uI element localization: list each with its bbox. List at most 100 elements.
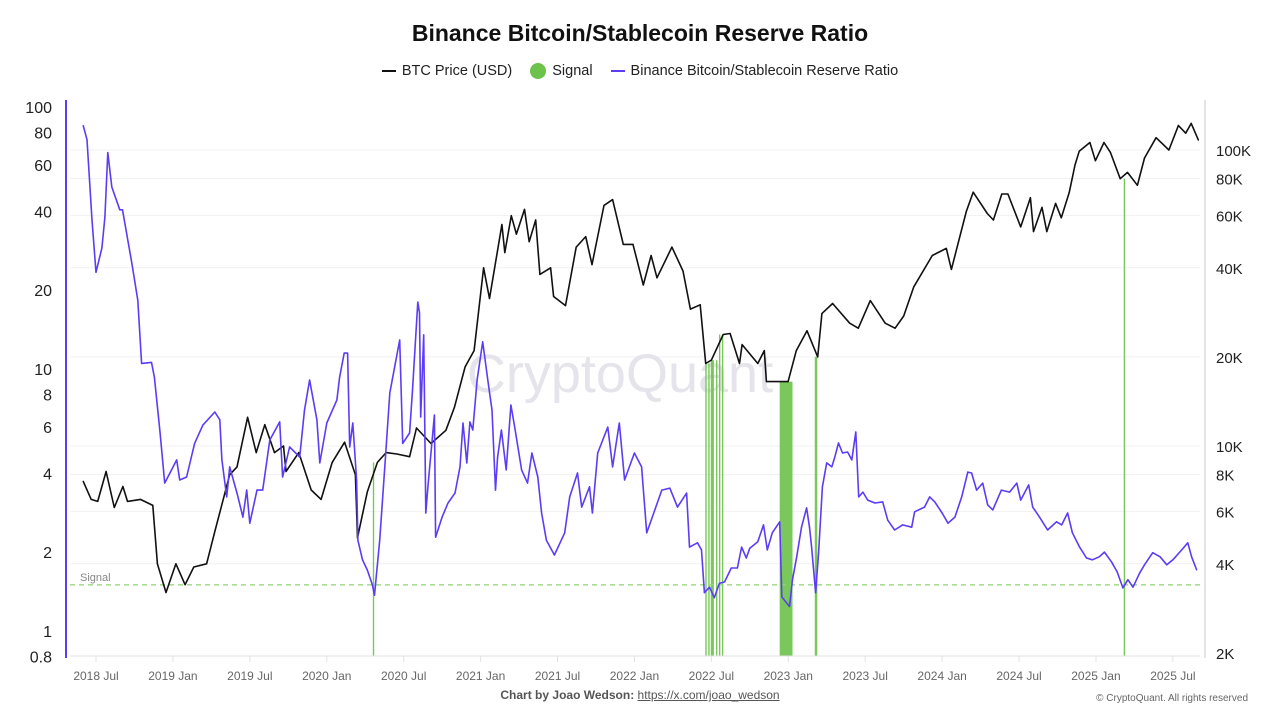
reserve-ratio-point	[730, 567, 732, 569]
legend-item-signal[interactable]: Signal	[530, 63, 593, 79]
reserve-ratio-point	[101, 247, 103, 249]
reserve-ratio-point	[1191, 556, 1193, 558]
reserve-ratio-point	[1152, 552, 1154, 554]
reserve-ratio-point	[427, 486, 429, 488]
btc-price-point	[738, 362, 741, 365]
btc-price-point	[1074, 164, 1076, 166]
btc-price-point	[682, 270, 684, 272]
right-axis-tick-label: 100K	[1216, 143, 1251, 160]
line-swatch-icon	[381, 70, 396, 72]
x-axis-tick-label: 2018 Jul	[73, 669, 118, 683]
reserve-ratio-point	[805, 507, 808, 509]
reserve-ratio-point	[676, 506, 679, 508]
reserve-ratio-point	[514, 426, 516, 428]
reserve-ratio-point	[469, 421, 471, 423]
reserve-ratio-point	[423, 334, 425, 336]
reserve-ratio-point	[219, 419, 221, 421]
reserve-ratio-point	[923, 506, 926, 508]
reserve-ratio-point	[366, 569, 368, 571]
legend-item-btc-price[interactable]: BTC Price (USD)	[381, 63, 513, 79]
reserve-ratio-point	[288, 446, 291, 448]
legend-label: Signal	[552, 63, 593, 79]
reserve-ratio-point	[1196, 569, 1198, 571]
left-axis-tick-label: 60	[34, 158, 52, 175]
reserve-ratio-point	[1091, 559, 1094, 561]
reserve-ratio-point	[1187, 542, 1189, 544]
right-axis-tick-label: 4K	[1216, 557, 1234, 574]
reserve-ratio-point	[708, 586, 711, 588]
btc-price-point	[310, 489, 312, 491]
reserve-ratio-point	[757, 541, 759, 543]
reserve-ratio-point	[703, 592, 706, 594]
reserve-ratio-point	[308, 379, 311, 381]
left-axis-tick-label: 1	[43, 624, 52, 641]
btc-price-point	[445, 429, 447, 431]
btc-price-point	[699, 304, 701, 306]
reserve-ratio-point	[249, 522, 251, 524]
reserve-ratio-point	[150, 361, 153, 363]
reserve-ratio-point	[779, 521, 781, 523]
signal-threshold-label: Signal	[80, 572, 111, 584]
reserve-ratio-point	[520, 469, 523, 471]
credit-link[interactable]: https://x.com/joao_wedson	[637, 688, 780, 702]
reserve-ratio-point	[526, 482, 529, 484]
reserve-ratio-point	[418, 312, 421, 314]
reserve-ratio-point	[82, 124, 84, 127]
reserve-ratio-point	[303, 409, 306, 411]
reserve-ratio-point	[851, 459, 853, 461]
btc-price-point	[763, 350, 765, 352]
reserve-ratio-point	[454, 492, 456, 494]
btc-price-point	[1041, 206, 1043, 208]
reserve-ratio-point	[1159, 556, 1161, 558]
btc-price-point	[1126, 171, 1129, 174]
reserve-ratio-point	[564, 532, 566, 534]
right-axis-tick-label: 2K	[1216, 646, 1234, 663]
chart-title: Binance Bitcoin/Stablecoin Reserve Ratio	[411, 20, 869, 46]
reserve-ratio-point	[537, 476, 539, 478]
btc-price-point	[884, 322, 886, 324]
reserve-ratio-point	[433, 414, 435, 416]
reserve-ratio-point	[815, 592, 817, 594]
reserve-ratio-point	[141, 362, 143, 365]
btc-price-point	[504, 252, 506, 254]
signal-bar	[715, 360, 718, 656]
reserve-ratio-point	[817, 552, 820, 554]
btc-price-point	[575, 246, 577, 248]
reserve-ratio-point	[491, 409, 493, 411]
btc-price-point	[482, 267, 485, 269]
reserve-ratio-point	[821, 486, 823, 488]
reserve-ratio-point	[855, 431, 857, 433]
btc-price-point	[344, 441, 346, 443]
btc-price-point	[1109, 151, 1112, 154]
reserve-ratio-point	[576, 472, 579, 474]
x-axis-tick-label: 2021 Jul	[535, 669, 580, 683]
reserve-ratio-point	[435, 536, 437, 538]
reserve-ratio-point	[531, 452, 533, 454]
btc-price-point	[857, 327, 859, 329]
btc-price-point	[184, 584, 186, 586]
btc-price-point	[97, 500, 99, 502]
reserve-ratio-point	[762, 524, 765, 526]
btc-price-point	[1007, 193, 1009, 195]
reserve-ratio-point	[846, 451, 849, 453]
legend-label: BTC Price (USD)	[401, 63, 513, 79]
btc-price-point	[722, 333, 724, 336]
reserve-ratio-point	[1055, 521, 1058, 523]
btc-price-point	[214, 529, 216, 531]
btc-price-point	[1094, 160, 1096, 162]
x-axis-tick-label: 2022 Jul	[689, 669, 734, 683]
btc-price-point	[1068, 191, 1070, 193]
reserve-ratio-point	[179, 479, 181, 481]
reserve-ratio-point	[911, 526, 913, 528]
btc-price-point	[1020, 226, 1022, 228]
left-axis-tick-label: 10	[34, 362, 52, 379]
btc-price-point	[246, 416, 249, 418]
reserve-ratio-point	[862, 491, 864, 493]
btc-price-point	[950, 268, 952, 271]
reserve-ratio-point	[1047, 529, 1049, 531]
footer-credit: Chart by Joao Wedson: https://x.com/joao…	[0, 688, 1280, 702]
btc-price-point	[550, 267, 552, 269]
reserve-ratio-point	[651, 516, 653, 518]
legend-item-reserve-ratio[interactable]: Binance Bitcoin/Stablecoin Reserve Ratio	[610, 63, 898, 79]
